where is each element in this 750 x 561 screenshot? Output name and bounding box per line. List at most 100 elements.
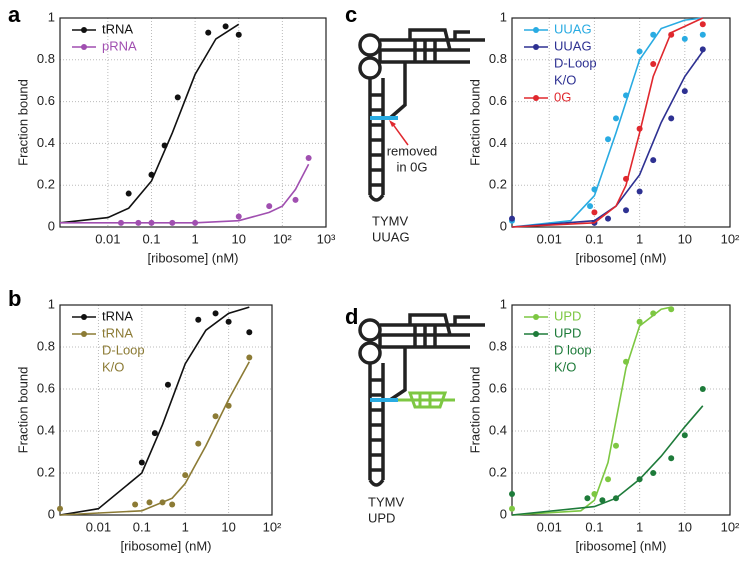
data-point xyxy=(668,31,675,38)
y-tick-label: 0.6 xyxy=(489,380,507,395)
plot-frame xyxy=(59,304,273,516)
legend-marker xyxy=(533,331,539,337)
x-tick-label: 10 xyxy=(678,519,692,534)
x-tick-label: 10 xyxy=(678,231,692,246)
legend-label: K/O xyxy=(554,359,576,374)
x-tick-label: 0.1 xyxy=(142,231,160,246)
y-tick-label: 0.6 xyxy=(37,380,55,395)
legend-label: K/O xyxy=(554,72,576,87)
x-tick-label: 0.01 xyxy=(537,519,562,534)
data-point xyxy=(587,203,594,210)
legend-label: UUAG xyxy=(554,38,592,53)
data-point xyxy=(151,430,158,437)
data-point xyxy=(650,60,657,67)
y-tick-label: 0.2 xyxy=(489,177,507,192)
data-point xyxy=(699,21,706,28)
legend-label: UPD xyxy=(554,325,581,340)
x-tick-label: 1 xyxy=(191,231,198,246)
data-point xyxy=(699,46,706,53)
fit-curve xyxy=(511,306,672,516)
data-point xyxy=(509,505,515,512)
data-point xyxy=(146,499,153,506)
y-tick-label: 1 xyxy=(48,9,55,24)
data-point xyxy=(599,497,606,504)
data-point xyxy=(235,213,242,220)
y-tick-label: 0 xyxy=(500,218,507,233)
data-point xyxy=(148,171,155,178)
data-point xyxy=(681,35,688,42)
x-tick-label: 0.1 xyxy=(133,519,151,534)
legend-label: D loop xyxy=(554,342,592,357)
diagram-label: TYMV xyxy=(372,213,408,228)
legend-marker xyxy=(81,27,87,33)
x-tick-label: 10 xyxy=(232,231,246,246)
y-tick-label: 0.4 xyxy=(489,135,507,150)
x-tick-label: 0.1 xyxy=(585,231,603,246)
diagram-label: in 0G xyxy=(396,159,427,174)
y-tick-label: 0.4 xyxy=(37,135,55,150)
diagram-label: TYMV xyxy=(368,494,404,509)
diagram-label: removed xyxy=(387,143,438,158)
y-tick-label: 0.4 xyxy=(37,422,55,437)
data-point xyxy=(205,29,212,36)
legend-marker xyxy=(533,27,539,33)
y-tick-label: 0 xyxy=(500,506,507,521)
fit-curve xyxy=(59,306,250,516)
y-tick-label: 0.8 xyxy=(37,51,55,66)
fit-curve xyxy=(59,361,251,516)
data-point xyxy=(699,386,706,392)
legend-label: K/O xyxy=(102,359,124,374)
fit-curve xyxy=(59,23,240,224)
y-tick-label: 1 xyxy=(500,296,507,311)
data-point xyxy=(292,196,299,203)
data-point xyxy=(132,501,139,508)
legend-label: tRNA xyxy=(102,308,133,323)
y-axis-label: Fraction bound xyxy=(467,79,482,166)
data-point xyxy=(623,207,630,214)
data-point xyxy=(650,470,657,476)
legend-marker xyxy=(81,314,87,320)
data-point xyxy=(699,31,706,38)
x-tick-label: 0.1 xyxy=(585,519,603,534)
data-point xyxy=(235,31,242,38)
data-point xyxy=(225,402,232,409)
legend-marker xyxy=(81,331,87,337)
data-point xyxy=(212,310,219,317)
x-tick-label: 10² xyxy=(273,231,292,246)
x-axis-label: [ribosome] (nM) xyxy=(147,250,238,265)
x-tick-label: 0.01 xyxy=(537,231,562,246)
data-point xyxy=(681,432,688,439)
y-tick-label: 0 xyxy=(48,218,55,233)
legend-marker xyxy=(533,95,539,101)
legend-label: 0G xyxy=(554,89,571,104)
x-axis-label: [ribosome] (nM) xyxy=(120,538,211,553)
panel-label: c xyxy=(345,2,357,27)
y-tick-label: 0.6 xyxy=(489,93,507,108)
plot-frame xyxy=(511,17,731,228)
panel-label: b xyxy=(8,286,21,311)
x-axis-label: [ribosome] (nM) xyxy=(575,538,666,553)
x-tick-label: 1 xyxy=(636,231,643,246)
diagram-label: UUAG xyxy=(372,229,410,244)
fit-curve xyxy=(60,163,310,224)
data-point xyxy=(195,440,202,447)
data-point xyxy=(192,219,199,226)
plot-frame xyxy=(511,304,731,516)
y-axis-label: Fraction bound xyxy=(467,367,482,454)
data-point xyxy=(164,381,171,388)
data-point xyxy=(612,495,619,502)
data-point xyxy=(591,491,598,497)
y-tick-label: 0.8 xyxy=(489,51,507,66)
data-point xyxy=(591,209,598,216)
y-tick-label: 1 xyxy=(48,296,55,311)
y-tick-label: 0.2 xyxy=(37,464,55,479)
data-point xyxy=(138,459,145,466)
data-point xyxy=(681,88,688,95)
x-tick-label: 10² xyxy=(263,519,282,534)
data-point xyxy=(668,115,675,122)
y-tick-label: 0.6 xyxy=(37,93,55,108)
data-point xyxy=(668,306,675,313)
x-tick-label: 0.01 xyxy=(95,231,120,246)
data-point xyxy=(591,186,598,193)
